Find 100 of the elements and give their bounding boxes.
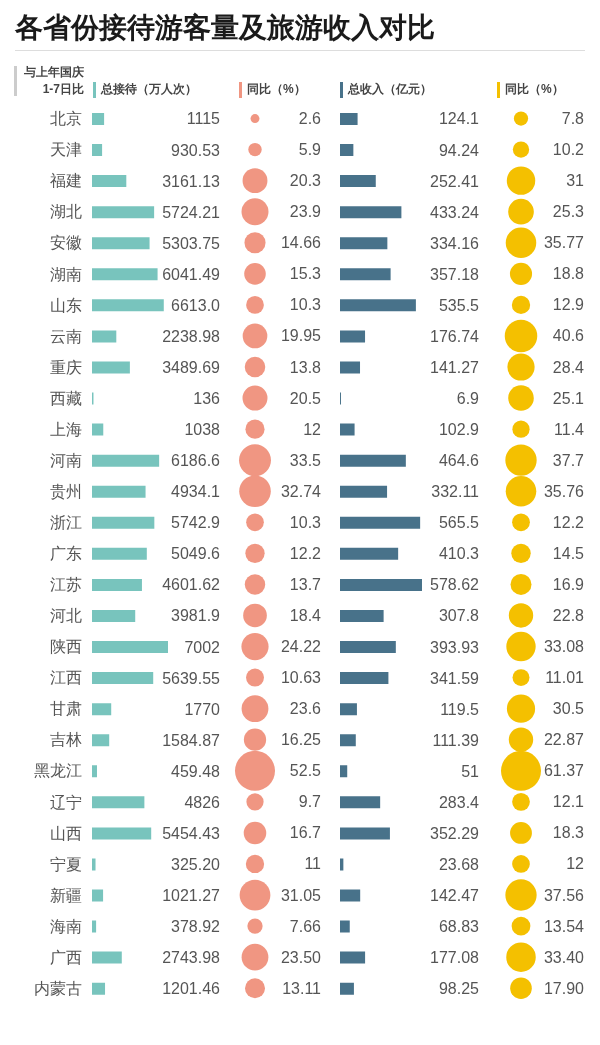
bar	[340, 547, 399, 560]
data-label: 33.40	[544, 948, 585, 966]
data-label: 6.9	[456, 390, 480, 408]
y-tick-label: 江苏	[50, 576, 82, 594]
y-tick-label: 吉林	[50, 731, 82, 749]
data-label: 17.90	[544, 979, 585, 997]
data-label: 16.9	[552, 575, 585, 593]
data-label: 13.8	[289, 358, 322, 376]
y-tick-label: 新疆	[50, 886, 82, 904]
data-label: 12.9	[552, 296, 585, 314]
data-label: 393.93	[430, 638, 480, 656]
bar	[92, 578, 142, 591]
y-tick-label: 江西	[50, 669, 82, 687]
data-label: 3161.13	[162, 172, 221, 190]
y-tick-label: 广西	[50, 948, 82, 966]
data-label: 378.92	[171, 918, 221, 936]
data-label: 12	[566, 855, 585, 873]
data-label: 12	[303, 420, 322, 438]
data-label: 14.66	[281, 234, 322, 252]
data-label: 16.25	[281, 731, 322, 749]
data-label: 7.8	[561, 110, 585, 128]
bar	[92, 361, 130, 374]
legend-label: 同比（%）	[247, 81, 306, 98]
data-label: 119.5	[440, 700, 480, 718]
data-label: 11.01	[545, 669, 585, 687]
data-label: 23.9	[289, 203, 322, 221]
bar	[92, 920, 97, 933]
bar	[92, 175, 127, 188]
y-tick-label: 辽宁	[50, 793, 82, 811]
data-label: 13.54	[544, 917, 585, 935]
bar	[92, 113, 105, 125]
bar	[92, 827, 152, 840]
bar	[92, 206, 155, 219]
data-label: 15.3	[289, 265, 322, 283]
data-label: 20.3	[289, 172, 322, 190]
y-tick-label: 湖南	[50, 265, 82, 283]
data-label: 4826	[184, 793, 221, 811]
data-label: 68.83	[439, 918, 480, 936]
bar	[340, 641, 396, 654]
data-label: 252.41	[430, 172, 480, 190]
bar	[340, 361, 361, 374]
data-label: 12.2	[289, 544, 322, 562]
data-label: 11.4	[554, 420, 585, 438]
data-label: 12.2	[552, 513, 585, 531]
data-label: 7002	[184, 638, 221, 656]
data-label: 25.1	[552, 389, 585, 407]
bar	[340, 330, 366, 343]
data-label: 7.66	[289, 917, 322, 935]
data-label: 930.53	[171, 141, 221, 159]
bar	[340, 268, 391, 281]
data-label: 40.6	[552, 327, 585, 345]
bar	[92, 609, 136, 622]
y-tick-label: 云南	[50, 327, 82, 345]
data-label: 20.5	[289, 389, 322, 407]
bar	[92, 703, 112, 716]
data-label: 18.8	[552, 265, 585, 283]
data-label: 16.7	[289, 824, 322, 842]
data-label: 23.6	[289, 700, 322, 718]
data-label: 28.4	[552, 358, 585, 376]
data-label: 5742.9	[171, 514, 221, 532]
y-tick-label: 贵州	[50, 482, 82, 500]
data-label: 141.27	[430, 358, 480, 376]
data-label: 33.5	[289, 451, 322, 469]
data-label: 10.2	[552, 141, 585, 159]
data-label: 334.16	[430, 234, 480, 252]
bar	[340, 299, 416, 312]
data-label: 98.25	[439, 980, 480, 998]
data-label: 5639.55	[162, 669, 221, 687]
y-tick-label: 黑龙江	[34, 762, 82, 780]
bar	[340, 454, 406, 467]
bar	[340, 734, 356, 747]
data-label: 94.24	[439, 141, 480, 159]
bar	[340, 175, 376, 188]
data-label: 4601.62	[162, 576, 221, 594]
data-label: 10.3	[289, 513, 322, 531]
legend-label: 总收入（亿元）	[348, 81, 432, 98]
data-label: 31	[566, 172, 585, 190]
bar	[92, 858, 96, 871]
data-label: 23.68	[439, 855, 480, 873]
data-label: 14.5	[552, 544, 585, 562]
data-label: 5049.6	[171, 545, 221, 563]
data-label: 6041.49	[162, 265, 221, 283]
data-label: 12.1	[552, 793, 585, 811]
data-label: 35.77	[544, 234, 585, 252]
bar	[340, 578, 422, 591]
y-tick-label: 北京	[50, 110, 82, 128]
data-label: 61.37	[544, 762, 585, 780]
bar	[340, 672, 389, 685]
bar	[340, 144, 354, 157]
bar	[92, 796, 145, 809]
data-label: 22.8	[552, 606, 585, 624]
data-label: 18.4	[289, 606, 322, 624]
bar	[340, 237, 388, 250]
data-label: 10.63	[281, 669, 322, 687]
legend-label: 同比（%）	[505, 81, 564, 98]
data-label: 30.5	[552, 700, 585, 718]
bar	[92, 330, 117, 343]
y-tick-label: 西藏	[50, 389, 82, 407]
data-label: 176.74	[430, 327, 480, 345]
y-tick-label: 福建	[50, 172, 82, 190]
